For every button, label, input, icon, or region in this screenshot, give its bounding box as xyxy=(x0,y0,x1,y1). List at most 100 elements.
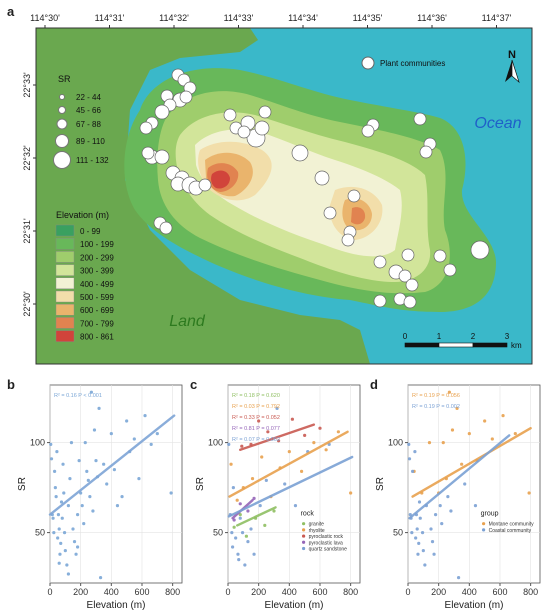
elevation-legend-label: 500 - 599 xyxy=(80,293,114,302)
plant-community-point xyxy=(223,108,237,122)
data-point xyxy=(230,531,234,535)
scalebar-segment xyxy=(438,342,474,348)
data-point xyxy=(51,516,55,520)
x-tick-label: 400 xyxy=(282,587,297,597)
elevation-legend-label: 200 - 299 xyxy=(80,253,114,262)
plant-community-point xyxy=(237,125,251,139)
x-tick-label: 800 xyxy=(523,587,538,597)
data-point xyxy=(460,462,464,466)
x-tick-label: 600 xyxy=(312,587,327,597)
y-tick-label: 100 xyxy=(30,438,45,448)
data-point xyxy=(441,441,445,445)
data-point xyxy=(155,432,159,436)
data-point xyxy=(143,414,147,418)
y-tick-label: 50 xyxy=(393,528,403,538)
y-axis-label: SR xyxy=(17,477,28,491)
plant-community-point xyxy=(179,90,193,104)
data-point xyxy=(483,419,487,423)
data-point xyxy=(62,491,66,495)
data-point xyxy=(92,428,97,432)
data-point xyxy=(252,496,256,500)
lon-tick-label: 114°31' xyxy=(95,13,125,23)
data-point xyxy=(449,509,453,513)
scalebar-tick-label: 2 xyxy=(471,332,476,341)
data-point xyxy=(68,477,72,481)
data-point xyxy=(240,444,244,448)
elevation-legend-swatch xyxy=(55,251,75,263)
data-point xyxy=(227,442,231,446)
data-point xyxy=(149,442,153,446)
data-point xyxy=(132,437,136,441)
plant-community-point xyxy=(413,112,427,126)
data-point xyxy=(232,525,236,529)
data-point xyxy=(303,433,307,437)
legend-title: rock xyxy=(301,511,315,518)
stat-annotation: R² = 0.19 P = 0.002 xyxy=(412,404,460,410)
stat-annotation: R² = 0.81 P = 0.077 xyxy=(232,426,280,432)
data-point xyxy=(72,540,77,544)
y-axis-label: SR xyxy=(375,477,386,491)
x-tick-label: 200 xyxy=(73,587,88,597)
data-point xyxy=(290,417,294,421)
data-point xyxy=(91,509,95,513)
legend-symbol xyxy=(302,546,306,551)
elevation-legend-label: 800 - 861 xyxy=(80,333,114,342)
x-tick-label: 200 xyxy=(431,587,446,597)
data-point xyxy=(235,498,239,502)
data-point xyxy=(120,495,124,499)
scatter-panel-c: 0 200 400 600 800 50 100 Elevation (m) SR R² = 0.… xyxy=(195,384,361,610)
legend-label: pyroclastic lava xyxy=(309,540,343,546)
data-point xyxy=(238,502,242,506)
plant-community-point xyxy=(141,146,155,160)
legend-label: rhyolite xyxy=(309,528,325,534)
legend-label: quartz sandstone xyxy=(309,546,348,552)
x-tick-label: 600 xyxy=(134,587,149,597)
north-arrow-icon xyxy=(505,60,512,82)
lat-tick-label: 22°30' xyxy=(22,291,32,317)
data-point xyxy=(252,552,256,556)
data-point xyxy=(237,558,241,562)
fit-line xyxy=(227,455,354,518)
data-point xyxy=(243,563,247,567)
sr-legend-label: 45 - 66 xyxy=(76,106,101,115)
data-point xyxy=(52,531,56,535)
data-point xyxy=(427,441,432,445)
x-tick-label: 200 xyxy=(251,587,266,597)
data-point xyxy=(473,504,478,508)
data-point xyxy=(88,495,92,499)
data-point xyxy=(65,563,69,567)
data-point xyxy=(232,518,236,522)
data-point xyxy=(414,536,418,540)
y-tick-label: 100 xyxy=(208,438,223,448)
lon-tick-label: 114°30' xyxy=(30,13,60,23)
x-axis-label: Elevation (m) xyxy=(445,600,504,610)
lat-tick-label: 22°31' xyxy=(22,218,32,244)
plant-community-point xyxy=(433,249,447,263)
scalebar-segment xyxy=(472,342,508,348)
data-point xyxy=(293,504,298,508)
data-point xyxy=(420,531,425,535)
plant-community-point xyxy=(254,120,270,136)
ocean-label: Ocean xyxy=(474,115,521,132)
legend-symbol xyxy=(482,528,486,532)
lat-tick-label: 22°32' xyxy=(22,145,32,171)
data-point xyxy=(423,563,427,567)
data-point xyxy=(49,442,53,446)
data-point xyxy=(416,552,420,556)
data-point xyxy=(283,482,287,486)
plant-community-point xyxy=(341,233,355,247)
legend-symbol xyxy=(482,522,486,526)
data-point xyxy=(236,552,240,556)
lon-tick-label: 114°35' xyxy=(353,13,383,23)
y-tick-label: 50 xyxy=(35,528,45,538)
data-point xyxy=(231,486,235,490)
data-point xyxy=(490,437,494,441)
lat-tick-label: 22°33' xyxy=(22,72,32,98)
data-point xyxy=(450,428,455,432)
plant-community-point xyxy=(361,124,375,138)
data-point xyxy=(250,477,255,481)
island-peak xyxy=(211,170,230,189)
data-point xyxy=(49,457,54,461)
plot-area xyxy=(49,384,183,584)
